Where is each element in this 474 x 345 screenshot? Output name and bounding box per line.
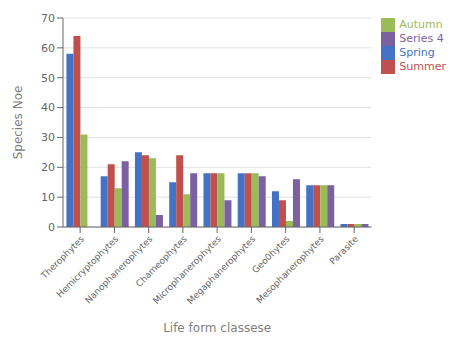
svg-text:Mesophanerophytes: Mesophanerophytes xyxy=(254,234,326,306)
svg-text:60: 60 xyxy=(41,42,55,55)
svg-text:Parasite: Parasite xyxy=(328,234,361,267)
html-text:Spring: Spring xyxy=(399,46,435,59)
svg-text:10: 10 xyxy=(41,191,55,204)
svg-text:Life form classese: Life form classese xyxy=(163,321,271,335)
svg-text:Therophytes: Therophytes xyxy=(39,233,87,281)
svg-text:Hemicryptophytes: Hemicryptophytes xyxy=(55,234,121,300)
svg-text:Chameophytes: Chameophytes xyxy=(133,233,189,289)
svg-text:Species Noe: Species Noe xyxy=(11,86,25,160)
svg-text:Microphanerophytes: Microphanerophytes xyxy=(151,234,223,306)
svg-text:0: 0 xyxy=(48,221,55,234)
svg-text:Nanophanerophytes: Nanophanerophytes xyxy=(83,234,155,306)
html-text:Summer: Summer xyxy=(399,60,446,73)
html-text:Autumn: Autumn xyxy=(399,18,443,31)
svg-text:40: 40 xyxy=(41,101,55,114)
html-text:Series 4: Series 4 xyxy=(399,32,444,45)
svg-text:70: 70 xyxy=(41,12,55,25)
svg-text:30: 30 xyxy=(41,131,55,144)
svg-text:Geo0hytes: Geo0hytes xyxy=(250,233,292,276)
svg-text:20: 20 xyxy=(41,161,55,174)
svg-text:50: 50 xyxy=(41,72,55,85)
svg-text:Megaphanerophytes: Megaphanerophytes xyxy=(185,234,257,306)
